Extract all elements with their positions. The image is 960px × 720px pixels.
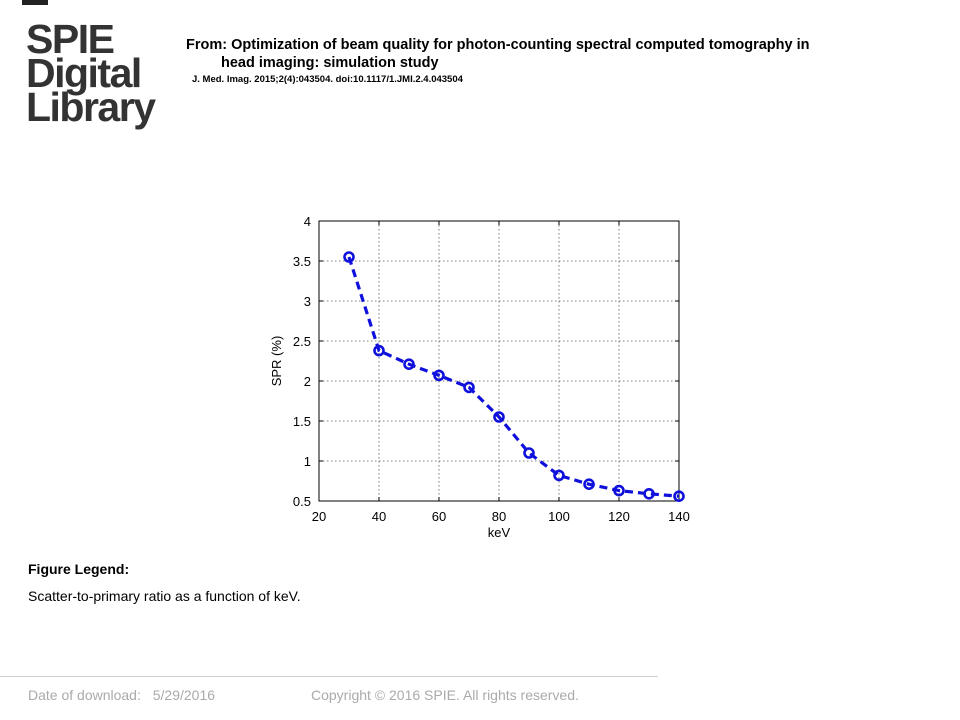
y-tick-label: 4 (304, 214, 311, 229)
article-title: From: Optimization of beam quality for p… (186, 36, 926, 72)
spr-vs-kev-chart: 20 40 60 80 100 120 140 0.5 1 1.5 2 2.5 3 3.5 4 keV SP… (269, 214, 690, 540)
footer-divider (0, 676, 658, 677)
data-point (583, 478, 595, 491)
figure-chart: 20 40 60 80 100 120 140 0.5 1 1.5 2 2.5 3 3.5 4 keV SP… (260, 210, 710, 555)
x-tick-label: 100 (548, 509, 570, 524)
data-point (643, 487, 655, 500)
data-point (553, 469, 565, 482)
y-tick-label: 2 (304, 374, 311, 389)
y-tick-label: 2.5 (293, 334, 311, 349)
data-point (673, 490, 685, 503)
data-point (463, 381, 475, 394)
grid-layer (319, 221, 679, 501)
x-tick-label: 140 (668, 509, 690, 524)
x-tick-label: 40 (372, 509, 386, 524)
y-tick-label: 3 (304, 294, 311, 309)
x-axis-label: keV (488, 525, 511, 540)
y-tick-label: 0.5 (293, 494, 311, 509)
article-title-line-2: head imaging: simulation study (221, 55, 439, 71)
x-tick-label: 80 (492, 509, 506, 524)
article-header: From: Optimization of beam quality for p… (186, 36, 926, 72)
data-point (613, 484, 625, 497)
download-date-value: 5/29/2016 (152, 687, 216, 703)
article-citation: J. Med. Imag. 2015;2(4):043504. doi:10.1… (192, 74, 463, 85)
x-tick-label: 60 (432, 509, 446, 524)
spie-digital-library-logo: SPIE Digital Library (26, 16, 156, 130)
data-point (523, 447, 535, 459)
logo-line-1: SPIE (26, 16, 115, 62)
y-axis-label: SPR (%) (269, 336, 284, 387)
top-accent-bar (22, 0, 48, 5)
download-date-label: Date of download: (28, 687, 141, 703)
x-tick-label: 20 (312, 509, 326, 524)
figure-legend-text: Scatter-to-primary ratio as a function o… (28, 588, 301, 604)
tick-layer: 20 40 60 80 100 120 140 0.5 1 1.5 2 2.5 3 3.5 4 (293, 214, 690, 524)
copyright-notice: Copyright © 2016 SPIE. All rights reserv… (311, 687, 579, 703)
y-tick-label: 1 (304, 454, 311, 469)
series-line (347, 256, 680, 498)
x-tick-label: 120 (608, 509, 630, 524)
data-point (343, 251, 355, 263)
y-tick-label: 3.5 (293, 254, 311, 269)
y-tick-label: 1.5 (293, 414, 311, 429)
data-point (373, 344, 385, 357)
logo-line-2: Digital (26, 50, 142, 96)
data-point (403, 358, 415, 370)
figure-legend-heading: Figure Legend: (28, 561, 130, 577)
download-date: Date of download: 5/29/2016 (28, 687, 215, 703)
series-layer (343, 251, 685, 503)
data-point (433, 369, 445, 382)
data-point (493, 411, 505, 423)
article-title-line-1: From: Optimization of beam quality for p… (186, 37, 810, 53)
logo-line-3: Library (26, 84, 156, 130)
